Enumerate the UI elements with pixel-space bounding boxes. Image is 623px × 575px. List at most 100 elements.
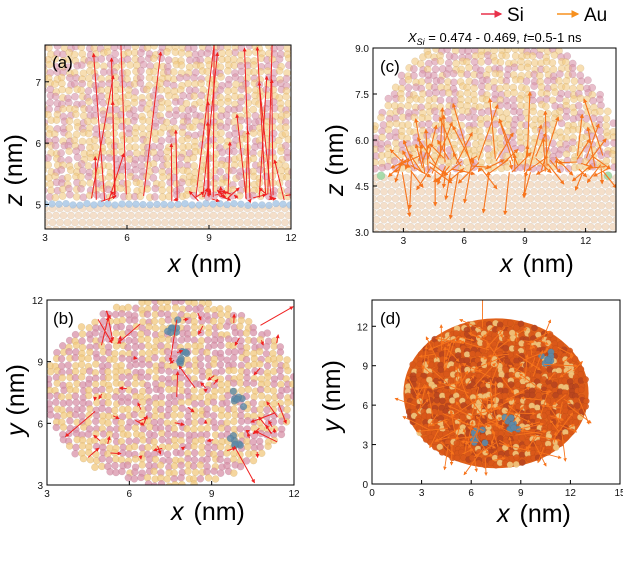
substrate-atom: [541, 180, 550, 189]
si-atom: [52, 398, 60, 406]
si-atom: [223, 398, 231, 407]
x-tick-label: 9: [522, 236, 528, 247]
substrate-atom: [459, 208, 467, 217]
au-atom: [417, 95, 426, 104]
au-atom: [404, 76, 413, 84]
si-atom: [45, 194, 46, 197]
si-atom: [244, 117, 252, 125]
substrate-atom: [549, 208, 557, 217]
si-cluster-atom: [507, 414, 515, 422]
substrate-atom: [590, 229, 598, 232]
au-atom: [574, 125, 583, 134]
si-cluster-atom: [163, 327, 172, 335]
au-atom: [502, 344, 510, 352]
au-atom: [182, 191, 191, 199]
au-atom: [78, 330, 87, 338]
substrate-atom: [605, 201, 613, 210]
substrate-atom: [432, 201, 441, 210]
si-displacement-arrow: [198, 325, 204, 335]
substrate-atom: [519, 222, 527, 231]
au-atom: [47, 368, 55, 376]
plot-frame: [46, 299, 295, 486]
au-atom: [104, 399, 113, 407]
substrate-atom: [564, 208, 572, 217]
si-atom: [436, 76, 445, 85]
si-atom: [584, 76, 592, 85]
legend-si-label: Si: [507, 5, 524, 26]
au-atom: [124, 303, 132, 312]
substrate-atom: [436, 222, 445, 231]
au-atom: [433, 396, 441, 404]
si-atom: [111, 461, 119, 470]
si-displacement-arrow: [143, 51, 163, 196]
au-atom: [104, 392, 112, 401]
au-atom: [242, 329, 251, 337]
substrate-atom: [288, 218, 291, 227]
substrate-atom: [612, 187, 616, 196]
si-atom: [270, 380, 278, 388]
substrate-atom: [538, 229, 545, 232]
substrate-atom: [455, 215, 463, 224]
substrate-atom: [224, 211, 233, 220]
substrate-atom: [254, 225, 263, 229]
au-atom: [256, 405, 264, 414]
au-atom: [105, 385, 114, 394]
si-atom: [211, 423, 219, 432]
au-atom: [216, 322, 224, 331]
au-atom: [178, 104, 186, 113]
au-atom: [243, 443, 252, 451]
x-tick-label: 6: [461, 236, 467, 247]
substrate-atom: [500, 173, 508, 182]
si-atom: [183, 335, 192, 343]
substrate-atom: [179, 225, 188, 229]
si-displacement-arrow: [260, 340, 264, 346]
si-atom: [425, 119, 433, 128]
si-atom: [237, 67, 246, 76]
si-atom: [66, 190, 74, 199]
substrate-atom: [172, 225, 180, 229]
substrate-atom: [417, 201, 426, 210]
si-atom: [574, 101, 583, 110]
si-atom: [157, 480, 166, 485]
si-cluster-atom: [544, 356, 552, 364]
si-displacement-arrow: [200, 382, 206, 389]
si-displacement-arrow: [93, 434, 101, 442]
si-atom: [229, 166, 237, 175]
si-atom: [130, 410, 139, 419]
si-atom: [175, 73, 184, 82]
si-atom: [256, 367, 265, 376]
substrate-atom: [598, 229, 605, 232]
substrate-atom: [168, 218, 177, 227]
si-atom: [145, 386, 153, 395]
au-atom: [502, 83, 511, 91]
substrate-atom: [515, 187, 523, 196]
au-atom: [190, 329, 198, 338]
si-atom: [262, 349, 271, 358]
substrate-atom: [104, 211, 113, 220]
au-atom: [255, 179, 264, 187]
substrate-atom: [496, 222, 505, 231]
au-atom: [570, 156, 578, 165]
substrate-atom: [545, 187, 553, 196]
si-displacement-arrow: [258, 416, 273, 434]
au-atom: [132, 149, 141, 158]
substrate-atom: [496, 194, 505, 203]
substrate-atom: [549, 222, 557, 231]
si-atom: [530, 82, 538, 90]
si-atom: [261, 104, 270, 113]
au-atom: [156, 129, 165, 137]
si-atom: [597, 151, 606, 160]
substrate-atom: [380, 201, 388, 210]
substrate-atom: [399, 194, 407, 203]
x-si-value: = 0.474 - 0.469,: [425, 30, 524, 45]
substrate-atom: [127, 225, 135, 229]
si-atom: [216, 167, 225, 176]
si-atom: [158, 375, 166, 383]
substrate-atom: [522, 201, 531, 210]
si-displacement-arrow: [197, 312, 202, 321]
x-axis-symbol: x: [170, 498, 185, 526]
substrate-atom: [579, 180, 587, 189]
au-atom: [282, 110, 291, 119]
si-atom: [93, 191, 101, 199]
substrate-atom: [45, 225, 53, 229]
